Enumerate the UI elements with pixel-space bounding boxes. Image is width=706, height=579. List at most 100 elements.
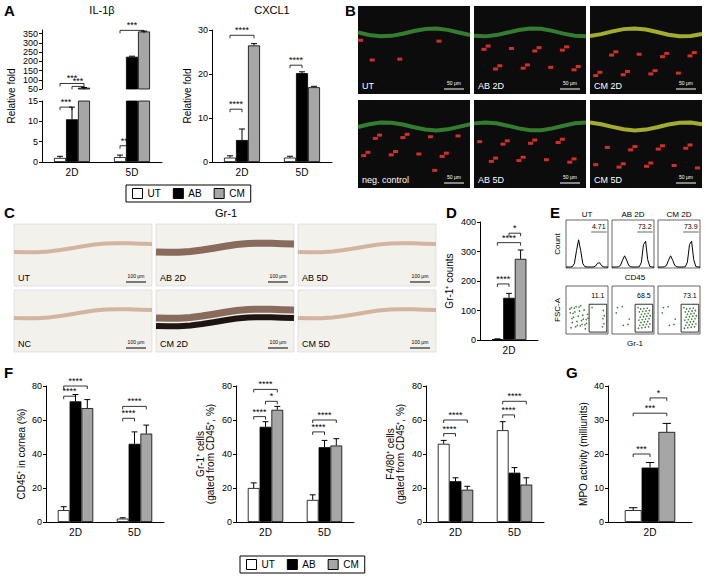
- svg-text:0: 0: [37, 517, 42, 527]
- svg-text:15: 15: [28, 96, 38, 106]
- svg-text:CM 2D: CM 2D: [160, 339, 189, 349]
- svg-text:****: ****: [127, 396, 142, 406]
- svg-text:*: *: [270, 391, 274, 401]
- svg-text:40: 40: [412, 449, 422, 459]
- svg-text:2D: 2D: [66, 167, 79, 178]
- svg-text:80: 80: [222, 381, 232, 391]
- svg-text:10: 10: [198, 113, 208, 123]
- svg-text:UT: UT: [18, 273, 30, 283]
- svg-text:Gr-1: Gr-1: [627, 339, 644, 348]
- svg-text:60: 60: [412, 415, 422, 425]
- svg-text:73.9: 73.9: [684, 223, 698, 230]
- svg-text:100 μm: 100 μm: [270, 273, 287, 279]
- svg-text:0: 0: [471, 335, 476, 345]
- svg-text:A: A: [4, 2, 15, 19]
- svg-text:****: ****: [122, 408, 137, 418]
- svg-text:5D: 5D: [296, 167, 309, 178]
- svg-text:CM 2D: CM 2D: [594, 81, 623, 91]
- svg-text:****: ****: [63, 386, 78, 396]
- svg-text:*: *: [657, 388, 661, 398]
- svg-text:***: ***: [636, 444, 647, 454]
- svg-text:100: 100: [23, 75, 38, 85]
- svg-text:****: ****: [235, 25, 250, 35]
- svg-text:***: ***: [121, 136, 132, 146]
- svg-text:250: 250: [23, 47, 38, 57]
- svg-text:2D: 2D: [69, 527, 82, 538]
- svg-text:****: ****: [496, 274, 511, 284]
- svg-text:100 μm: 100 μm: [270, 339, 287, 345]
- svg-text:CM: CM: [229, 188, 245, 199]
- svg-text:UT: UT: [362, 81, 374, 91]
- svg-text:0: 0: [417, 517, 422, 527]
- svg-text:20: 20: [412, 483, 422, 493]
- svg-text:(gated from CD45⁺, %): (gated from CD45⁺, %): [205, 404, 216, 504]
- svg-text:40: 40: [32, 449, 42, 459]
- svg-text:5: 5: [33, 137, 38, 147]
- svg-text:100 μm: 100 μm: [412, 339, 429, 345]
- svg-text:***: ***: [645, 403, 656, 413]
- svg-text:5D: 5D: [128, 527, 141, 538]
- svg-text:2D: 2D: [259, 527, 272, 538]
- svg-text:CD45⁺ in cornea (%): CD45⁺ in cornea (%): [16, 409, 27, 500]
- svg-text:CM 5D: CM 5D: [594, 175, 623, 185]
- svg-text:300: 300: [461, 247, 476, 257]
- svg-text:20: 20: [198, 69, 208, 79]
- svg-text:CD45: CD45: [625, 273, 646, 282]
- svg-text:Gr-1⁺ counts: Gr-1⁺ counts: [444, 253, 455, 308]
- svg-text:****: ****: [68, 376, 83, 386]
- svg-text:AB 2D: AB 2D: [621, 210, 644, 219]
- svg-text:10: 10: [594, 483, 604, 493]
- svg-text:(gated from CD45⁺, %): (gated from CD45⁺, %): [395, 404, 406, 504]
- svg-text:C: C: [4, 204, 15, 221]
- svg-text:20: 20: [222, 483, 232, 493]
- svg-text:5D: 5D: [126, 167, 139, 178]
- svg-text:****: ****: [443, 424, 458, 434]
- svg-text:0: 0: [33, 157, 38, 167]
- svg-text:IL-1β: IL-1β: [89, 4, 114, 16]
- svg-text:Relative fold: Relative fold: [182, 68, 193, 123]
- svg-text:40: 40: [222, 449, 232, 459]
- svg-text:***: ***: [67, 73, 78, 83]
- svg-text:*: *: [513, 223, 517, 233]
- svg-text:****: ****: [507, 391, 522, 401]
- svg-text:B: B: [345, 2, 356, 19]
- svg-text:FSC-A: FSC-A: [553, 297, 562, 322]
- svg-text:****: ****: [253, 407, 268, 417]
- svg-text:2D: 2D: [644, 527, 657, 538]
- svg-text:73.2: 73.2: [638, 223, 652, 230]
- svg-text:20: 20: [594, 449, 604, 459]
- svg-text:F: F: [4, 364, 13, 381]
- svg-text:80: 80: [412, 381, 422, 391]
- svg-text:20: 20: [32, 483, 42, 493]
- svg-text:350: 350: [23, 29, 38, 39]
- svg-text:40: 40: [594, 381, 604, 391]
- svg-text:CM: CM: [343, 559, 359, 570]
- svg-text:UT: UT: [148, 188, 161, 199]
- svg-text:AB 2D: AB 2D: [478, 81, 505, 91]
- svg-text:100 μm: 100 μm: [128, 339, 145, 345]
- svg-text:10: 10: [28, 116, 38, 126]
- svg-text:5D: 5D: [508, 527, 521, 538]
- svg-text:CM 5D: CM 5D: [302, 339, 331, 349]
- svg-text:UT: UT: [262, 559, 275, 570]
- svg-text:200: 200: [461, 276, 476, 286]
- svg-text:50 μm: 50 μm: [447, 174, 461, 180]
- svg-text:****: ****: [289, 55, 304, 65]
- svg-text:CM 2D: CM 2D: [667, 210, 692, 219]
- svg-text:****: ****: [258, 379, 273, 389]
- svg-text:MPO activity (milliunits): MPO activity (milliunits): [578, 402, 589, 506]
- svg-text:Relative fold: Relative fold: [6, 68, 17, 123]
- svg-text:50 μm: 50 μm: [679, 80, 693, 86]
- svg-text:AB 2D: AB 2D: [160, 273, 187, 283]
- svg-text:73.1: 73.1: [683, 292, 697, 299]
- svg-text:2D: 2D: [503, 345, 516, 356]
- svg-text:2D: 2D: [449, 527, 462, 538]
- svg-text:100 μm: 100 μm: [128, 273, 145, 279]
- svg-text:60: 60: [32, 415, 42, 425]
- svg-text:0: 0: [599, 517, 604, 527]
- svg-text:50 μm: 50 μm: [563, 80, 577, 86]
- svg-text:CXCL1: CXCL1: [254, 4, 289, 16]
- svg-text:AB: AB: [302, 559, 316, 570]
- svg-text:****: ****: [229, 99, 244, 109]
- svg-text:50 μm: 50 μm: [563, 174, 577, 180]
